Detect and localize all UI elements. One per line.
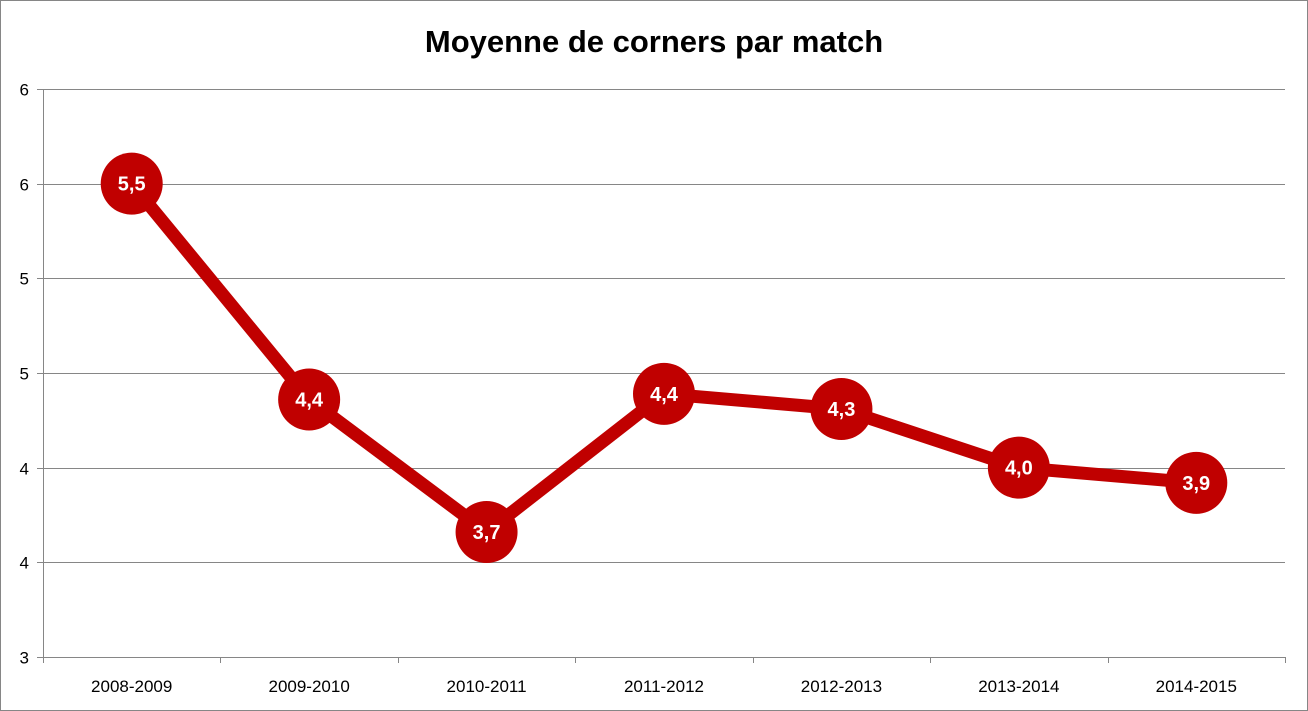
data-point — [810, 377, 873, 440]
data-point — [633, 362, 695, 425]
data-point — [1165, 451, 1228, 514]
x-tick-label: 2009-2010 — [268, 677, 349, 696]
data-label: 3,7 — [473, 522, 501, 544]
data-point — [278, 368, 341, 431]
y-tick-label: 6 — [20, 81, 29, 100]
data-label: 4,4 — [650, 384, 679, 406]
y-tick-label: 6 — [20, 176, 29, 195]
data-point — [987, 436, 1050, 499]
x-tick-label: 2010-2011 — [447, 677, 527, 696]
y-tick-label: 5 — [20, 270, 29, 289]
data-label: 5,5 — [118, 174, 146, 196]
data-point — [455, 501, 518, 564]
data-label: 4,3 — [828, 399, 856, 421]
x-tick-label: 2012-2013 — [801, 677, 882, 696]
x-tick-label: 2008-2009 — [91, 677, 172, 696]
x-tick-label: 2013-2014 — [978, 677, 1059, 696]
gridlines — [43, 89, 1285, 563]
y-tick-label: 4 — [20, 554, 29, 573]
data-label: 3,9 — [1182, 473, 1210, 495]
y-tick-label: 5 — [20, 365, 29, 384]
y-tick-label: 3 — [20, 649, 29, 668]
data-label: 4,4 — [295, 390, 324, 412]
x-tick-label: 2014-2015 — [1156, 677, 1237, 696]
data-point — [100, 152, 163, 215]
axes: 3 4 4 5 5 6 6 2008-2009 2009-2010 2010-2011 2011-2… — [20, 81, 1286, 696]
data-label: 4,0 — [1005, 458, 1033, 480]
series-layer: 5,5 4,4 3,7 4,4 4,3 4,0 3,9 — [100, 152, 1228, 564]
y-tick-label: 4 — [20, 460, 29, 479]
chart-title: Moyenne de corners par match — [425, 24, 883, 59]
x-tick-label: 2011-2012 — [624, 677, 704, 696]
